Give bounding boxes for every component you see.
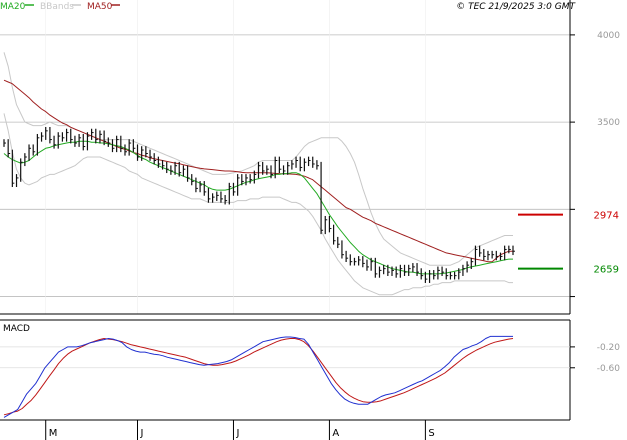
x-tick-label: M — [49, 428, 58, 439]
price-y-tick-label: 3500 — [597, 118, 620, 128]
price-marker-label: 2974 — [594, 211, 619, 222]
copyright-text: © TEC 21/9/2025 3:0 GMT — [456, 2, 576, 12]
bb-lower-line — [3, 113, 513, 296]
price-y-tick-label: 4000 — [597, 31, 620, 41]
macd-title: MACD — [3, 324, 30, 334]
x-tick-label: J — [140, 428, 144, 439]
bb-upper-line — [3, 52, 513, 266]
macd-y-axis: -0.20 -0.60 — [570, 343, 620, 374]
macd-signal-line — [3, 338, 514, 416]
chart-legend: MA20 BBands MA50 — [0, 2, 120, 12]
price-panel: 4000 3500 2974 2659 — [0, 0, 620, 315]
price-marker-label: 2659 — [594, 265, 619, 276]
price-markers: 2974 2659 — [518, 211, 619, 276]
ma20-line — [3, 140, 513, 275]
price-grid — [0, 0, 570, 314]
legend-bbands-label: BBands — [40, 2, 74, 12]
price-bars — [3, 126, 515, 283]
legend-ma50-label: MA50 — [87, 2, 113, 12]
x-tick-label: S — [428, 428, 434, 439]
x-tick-label: A — [332, 428, 339, 439]
legend-ma20-label: MA20 — [0, 2, 26, 12]
x-tick-label: J — [235, 428, 239, 439]
price-y-axis: 4000 3500 — [570, 31, 620, 298]
macd-panel: MACD -0.20 -0.60 — [0, 319, 620, 421]
macd-line — [3, 335, 513, 418]
macd-lines — [3, 335, 514, 418]
macd-grid — [0, 346, 570, 369]
macd-y-tick-label: -0.60 — [597, 364, 621, 374]
macd-y-tick-label: -0.20 — [597, 343, 621, 353]
